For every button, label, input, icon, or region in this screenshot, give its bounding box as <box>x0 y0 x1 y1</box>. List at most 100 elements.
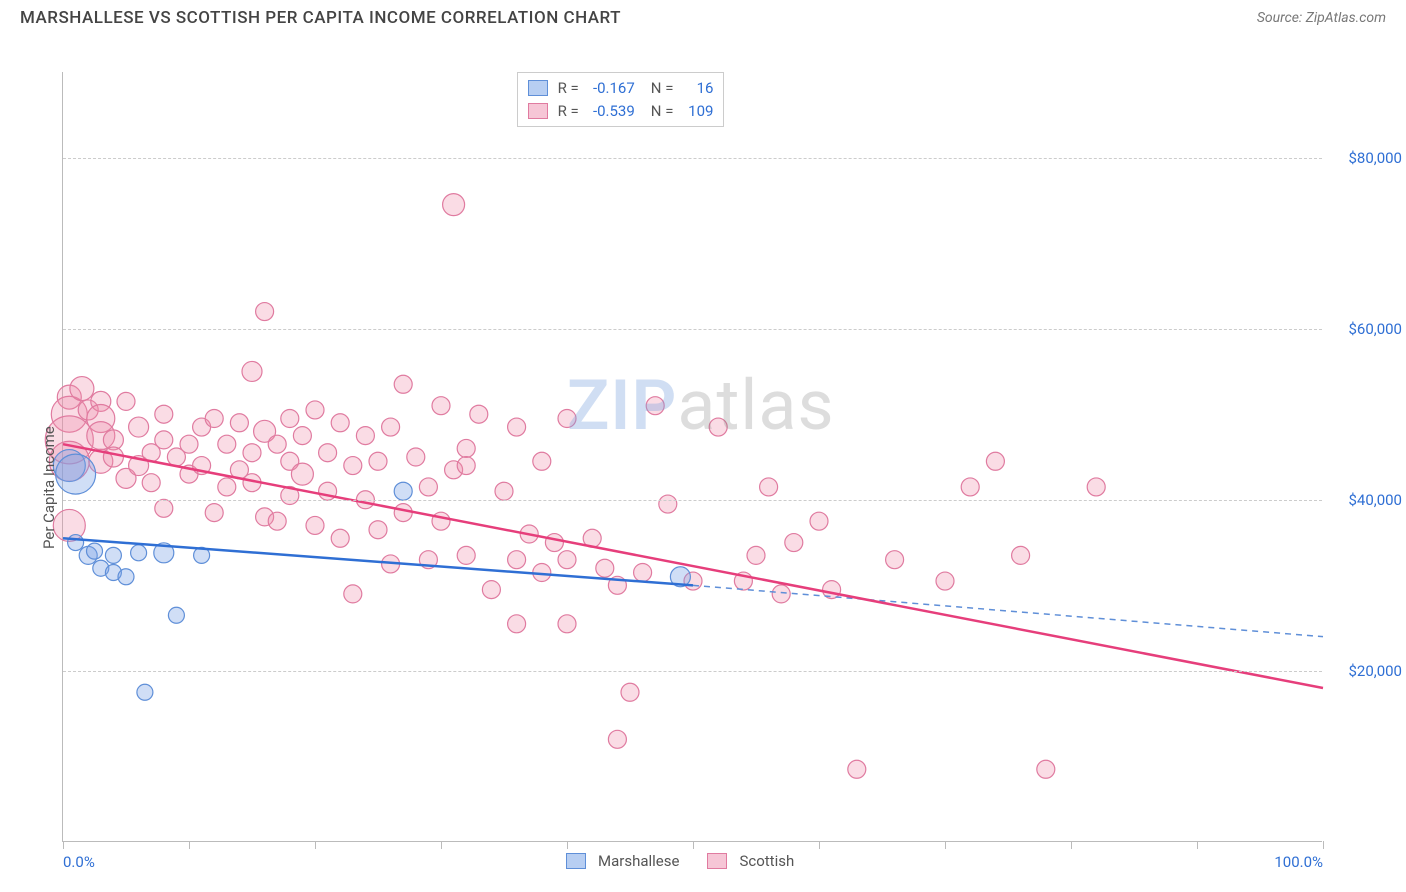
scatter-point <box>394 482 412 500</box>
scatter-point <box>205 504 223 522</box>
scatter-point <box>533 452 551 470</box>
scatter-point <box>508 615 526 633</box>
scatter-point <box>319 444 337 462</box>
legend-series: Marshallese Scottish <box>566 852 794 870</box>
y-tick-label: $40,000 <box>1332 491 1402 509</box>
scatter-point <box>508 551 526 569</box>
scatter-point <box>306 401 324 419</box>
scatter-point <box>659 495 677 513</box>
x-tick <box>945 841 946 849</box>
scatter-point <box>709 418 727 436</box>
x-tick <box>1197 841 1198 849</box>
scatter-point <box>369 452 387 470</box>
scatter-point <box>306 516 324 534</box>
chart-container: ZIPatlas R =-0.167N =16R =-0.539N =109 $… <box>20 32 1386 862</box>
scatter-point <box>407 448 425 466</box>
scatter-point <box>634 564 652 582</box>
scatter-point <box>646 397 664 415</box>
y-tick-label: $80,000 <box>1332 149 1402 167</box>
scatter-point <box>293 427 311 445</box>
legend-item: Marshallese <box>566 852 679 870</box>
scatter-point <box>344 457 362 475</box>
scatter-point <box>281 410 299 428</box>
stat-n-value: 16 <box>679 77 713 100</box>
x-tick <box>1071 841 1072 849</box>
scatter-point <box>394 375 412 393</box>
chart-title: MARSHALLESE VS SCOTTISH PER CAPITA INCOM… <box>20 8 621 28</box>
gridline <box>63 329 1322 330</box>
source-label: Source: ZipAtlas.com <box>1257 10 1386 26</box>
x-tick <box>567 841 568 849</box>
scatter-point <box>87 543 103 559</box>
scatter-point <box>1087 478 1105 496</box>
scatter-point <box>155 499 173 517</box>
x-tick <box>819 841 820 849</box>
scatter-point <box>621 683 639 701</box>
scatter-point <box>545 534 563 552</box>
legend-item: Scottish <box>707 852 794 870</box>
scatter-point <box>961 478 979 496</box>
gridline <box>63 671 1322 672</box>
stat-n-label: N = <box>651 100 674 123</box>
scatter-point <box>117 392 135 410</box>
legend-label: Scottish <box>739 852 794 870</box>
scatter-point <box>772 585 790 603</box>
scatter-point <box>1037 760 1055 778</box>
scatter-point <box>155 431 173 449</box>
legend-label: Marshallese <box>598 852 679 870</box>
scatter-point <box>68 535 84 551</box>
scatter-point <box>356 427 374 445</box>
scatter-point <box>886 551 904 569</box>
scatter-point <box>482 581 500 599</box>
scatter-point <box>243 444 261 462</box>
scatter-point <box>596 559 614 577</box>
x-tick <box>315 841 316 849</box>
scatter-point <box>137 684 153 700</box>
scatter-point <box>1012 546 1030 564</box>
scatter-point <box>205 410 223 428</box>
legend-stat-row: R =-0.539N =109 <box>528 100 714 123</box>
scatter-point <box>382 418 400 436</box>
x-tick-label: 0.0% <box>63 853 95 871</box>
x-tick <box>63 841 64 849</box>
scatter-point <box>344 585 362 603</box>
scatter-point <box>495 482 513 500</box>
scatter-point <box>103 447 123 467</box>
stat-r-label: R = <box>558 77 579 100</box>
scatter-point <box>747 546 765 564</box>
scatter-point <box>457 457 475 475</box>
scatter-point <box>218 478 236 496</box>
scatter-point <box>369 521 387 539</box>
stat-n-value: 109 <box>679 100 713 123</box>
scatter-point <box>443 194 465 216</box>
scatter-point <box>457 439 475 457</box>
scatter-point <box>608 730 626 748</box>
legend-swatch <box>566 853 586 869</box>
scatter-point <box>168 607 184 623</box>
scatter-point <box>268 435 286 453</box>
x-tick-label: 100.0% <box>1274 853 1323 871</box>
x-tick <box>189 841 190 849</box>
scatter-point <box>470 405 488 423</box>
scatter-point <box>56 454 96 494</box>
stat-r-value: -0.539 <box>585 100 635 123</box>
scatter-point <box>986 452 1004 470</box>
legend-swatch <box>528 103 548 119</box>
scatter-point <box>508 418 526 436</box>
plot-svg <box>63 72 1323 842</box>
legend-stat-row: R =-0.167N =16 <box>528 77 714 100</box>
scatter-point <box>558 615 576 633</box>
trend-line <box>63 444 1323 688</box>
gridline <box>63 500 1322 501</box>
y-tick-label: $60,000 <box>1332 320 1402 338</box>
y-tick-label: $20,000 <box>1332 662 1402 680</box>
scatter-point <box>394 504 412 522</box>
scatter-point <box>432 397 450 415</box>
scatter-point <box>558 410 576 428</box>
scatter-point <box>242 361 262 381</box>
plot-area: ZIPatlas R =-0.167N =16R =-0.539N =109 $… <box>62 72 1322 842</box>
scatter-point <box>105 547 121 563</box>
scatter-point <box>142 474 160 492</box>
y-axis-title: Per Capita Income <box>40 427 58 550</box>
scatter-point <box>118 569 134 585</box>
